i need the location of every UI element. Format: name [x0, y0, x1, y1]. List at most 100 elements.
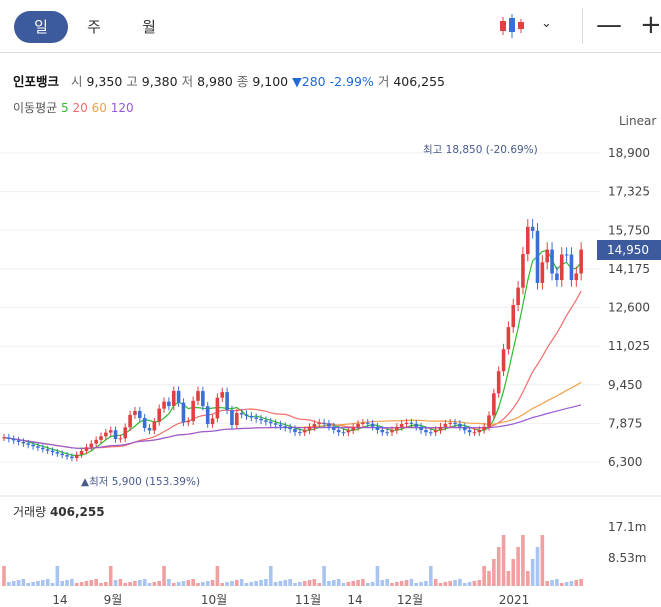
candle-body: [438, 426, 443, 431]
candlestick-icon[interactable]: [497, 11, 527, 41]
volume-bar: [555, 579, 559, 586]
candle-body: [472, 432, 477, 434]
y-tick-label: 18,900: [608, 146, 650, 160]
volume-bar: [162, 566, 166, 586]
candle-body: [205, 406, 210, 425]
candle-body: [254, 417, 258, 419]
zoom-out-button[interactable]: —: [596, 10, 622, 40]
volume-tick-label: 17.1m: [608, 520, 646, 534]
candle-body: [375, 426, 380, 430]
volume-bar: [496, 547, 501, 586]
volume-bar: [21, 579, 26, 586]
high-annotation: 최고 18,850 (-20.69%): [423, 144, 538, 156]
candle-body: [288, 427, 292, 430]
volume-bar: [60, 581, 64, 586]
ma-5[interactable]: 5: [61, 101, 69, 115]
candle-body: [351, 427, 355, 431]
candle-body: [210, 418, 215, 425]
volume-bar: [341, 583, 346, 586]
volume-bar: [390, 583, 394, 586]
candle-body: [307, 427, 312, 431]
candle-body: [278, 424, 283, 427]
close-label: 종: [236, 74, 249, 89]
volume-bar: [574, 580, 579, 586]
candle-body: [7, 437, 11, 439]
volume-bar: [559, 583, 564, 586]
candle-body: [79, 450, 84, 455]
volume-bar: [438, 583, 443, 586]
candle-body: [41, 447, 45, 450]
volume-bar: [205, 581, 210, 586]
volume-bar: [564, 582, 569, 586]
volume-bar: [259, 580, 263, 586]
volume-bar: [94, 579, 98, 586]
volume-bar: [399, 581, 404, 586]
candle-body: [176, 390, 181, 403]
tab-monthly[interactable]: 월: [142, 18, 156, 36]
volume-bar: [249, 582, 254, 586]
current-price-tag: 14,950: [597, 240, 661, 260]
volume-bar: [128, 582, 132, 586]
candle-body: [65, 455, 69, 457]
candle-body: [487, 415, 491, 427]
price-chart[interactable]: 18,900 17,325 15,750 14,175 12,600 11,025 9,45…: [0, 130, 661, 607]
tab-weekly[interactable]: 주: [87, 18, 101, 36]
ma-60[interactable]: 60: [91, 101, 107, 115]
volume-bar: [74, 583, 79, 586]
chevron-down-icon[interactable]: ⌄: [541, 16, 552, 31]
candle-body: [2, 437, 6, 439]
scale-toggle[interactable]: Linear: [619, 114, 657, 128]
volume-bar: [501, 535, 506, 586]
candle-body: [526, 226, 530, 255]
candle-body: [11, 438, 16, 441]
candle-body: [186, 421, 191, 423]
volume-bar: [550, 580, 554, 586]
candle-body: [390, 430, 394, 433]
volume-bar: [16, 580, 21, 586]
volume-bar: [492, 559, 496, 586]
volume-bar: [89, 580, 94, 586]
candle-body: [167, 401, 171, 406]
candle-body: [467, 430, 472, 433]
volume-bar: [545, 581, 549, 586]
volume-bar: [526, 571, 530, 586]
candle-body: [283, 426, 288, 428]
volume-bar: [45, 579, 50, 586]
candle-body: [574, 273, 579, 281]
candle-body: [171, 390, 176, 406]
candle-body: [579, 249, 583, 274]
volume-bar: [356, 580, 360, 586]
ma-20[interactable]: 20: [72, 101, 88, 115]
zoom-in-button[interactable]: +: [640, 10, 661, 40]
volume-bar: [273, 582, 278, 586]
volume-bar: [278, 581, 283, 586]
candle-body: [462, 426, 467, 431]
volume-bar: [317, 583, 322, 586]
candle-body: [244, 414, 249, 416]
candle-body: [268, 421, 273, 424]
tab-daily[interactable]: 일: [14, 11, 68, 43]
ma-120[interactable]: 120: [110, 101, 134, 115]
volume-bar: [26, 583, 31, 586]
volume-bar: [70, 579, 74, 586]
stock-name: 인포뱅크: [13, 74, 60, 89]
volume-bar: [84, 581, 89, 586]
volume-bar: [535, 547, 540, 586]
candle-body: [327, 423, 331, 427]
volume-bar: [239, 579, 244, 586]
volume-bar: [65, 580, 69, 586]
x-tick-label: 11월: [295, 593, 321, 607]
volume-bar: [147, 583, 152, 586]
candle-body: [346, 430, 351, 433]
volume-bar: [298, 582, 302, 586]
candle-body: [443, 423, 448, 427]
y-tick-label: 6,300: [608, 455, 642, 469]
candle-body: [370, 423, 375, 427]
candle-body: [157, 408, 161, 422]
candle-body: [235, 412, 239, 425]
open-value: 9,350: [86, 74, 123, 89]
volume-bar: [235, 580, 239, 586]
volume-bar: [361, 579, 365, 586]
volume-bar: [530, 559, 535, 586]
candle-body: [559, 254, 564, 281]
